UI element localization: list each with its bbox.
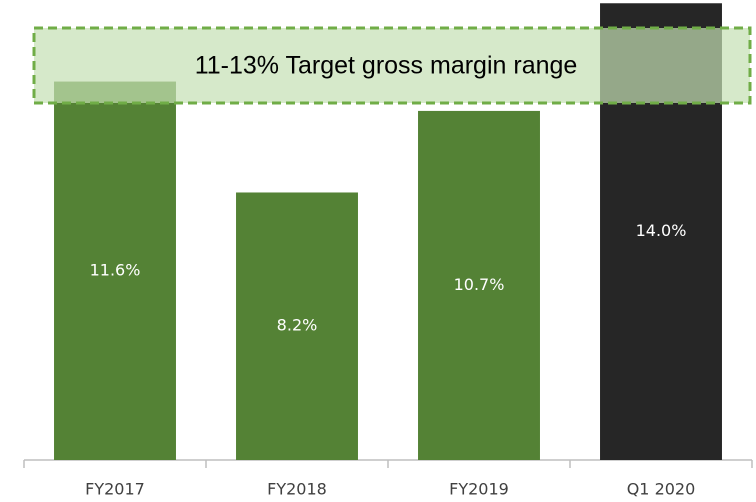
bar: [236, 192, 358, 460]
x-tick-label: Q1 2020: [627, 480, 696, 499]
target-band: [32, 26, 752, 105]
value-label: 11.6%: [90, 260, 141, 279]
value-label: 10.7%: [454, 275, 505, 294]
x-tick-label: FY2018: [267, 480, 327, 499]
value-label: 14.0%: [636, 221, 687, 240]
annotation: 11-13% Target gross margin range: [195, 52, 578, 80]
value-label: 8.2%: [277, 316, 318, 335]
x-tick-label: FY2017: [85, 480, 145, 499]
bar: [54, 81, 176, 461]
x-tick-label: FY2019: [449, 480, 509, 499]
bar: [418, 110, 540, 460]
